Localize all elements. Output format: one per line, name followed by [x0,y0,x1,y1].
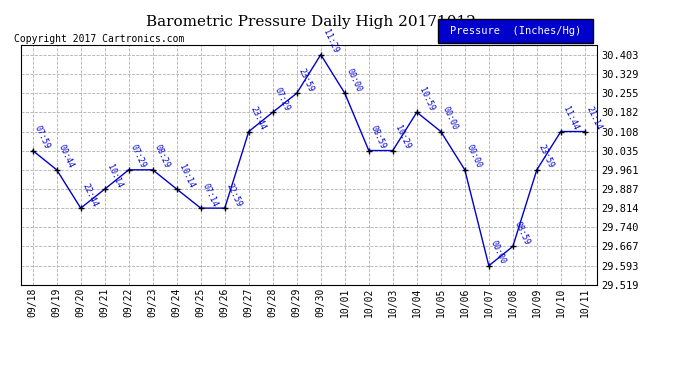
Text: 07:29: 07:29 [129,143,148,170]
Text: 07:29: 07:29 [273,86,291,112]
Text: 23:59: 23:59 [297,67,315,93]
Text: 11:29: 11:29 [321,28,339,55]
Text: Barometric Pressure Daily High 20171012: Barometric Pressure Daily High 20171012 [146,15,475,29]
Text: 11:44: 11:44 [561,105,580,132]
Text: 00:00: 00:00 [441,105,460,132]
Text: 07:14: 07:14 [201,182,219,208]
Text: 23:59: 23:59 [537,143,555,170]
Text: 08:59: 08:59 [513,220,531,246]
Text: 23:44: 23:44 [249,105,268,132]
Text: 07:59: 07:59 [32,124,52,150]
Text: 00:00: 00:00 [345,67,364,93]
Text: Pressure  (Inches/Hg): Pressure (Inches/Hg) [450,26,582,36]
Text: 22:44: 22:44 [81,182,99,208]
Text: Copyright 2017 Cartronics.com: Copyright 2017 Cartronics.com [14,34,184,44]
Text: 08:59: 08:59 [368,124,388,150]
Text: 10:14: 10:14 [105,163,124,189]
Text: 00:44: 00:44 [57,143,75,170]
Text: 22:59: 22:59 [225,182,244,208]
Text: 08:29: 08:29 [152,143,171,170]
Text: 00:00: 00:00 [465,143,484,170]
Text: 10:59: 10:59 [417,86,435,112]
Text: 10:14: 10:14 [177,163,195,189]
Text: 21:14: 21:14 [585,105,604,132]
Text: 00:00: 00:00 [489,239,508,266]
Text: 10:29: 10:29 [393,124,411,150]
